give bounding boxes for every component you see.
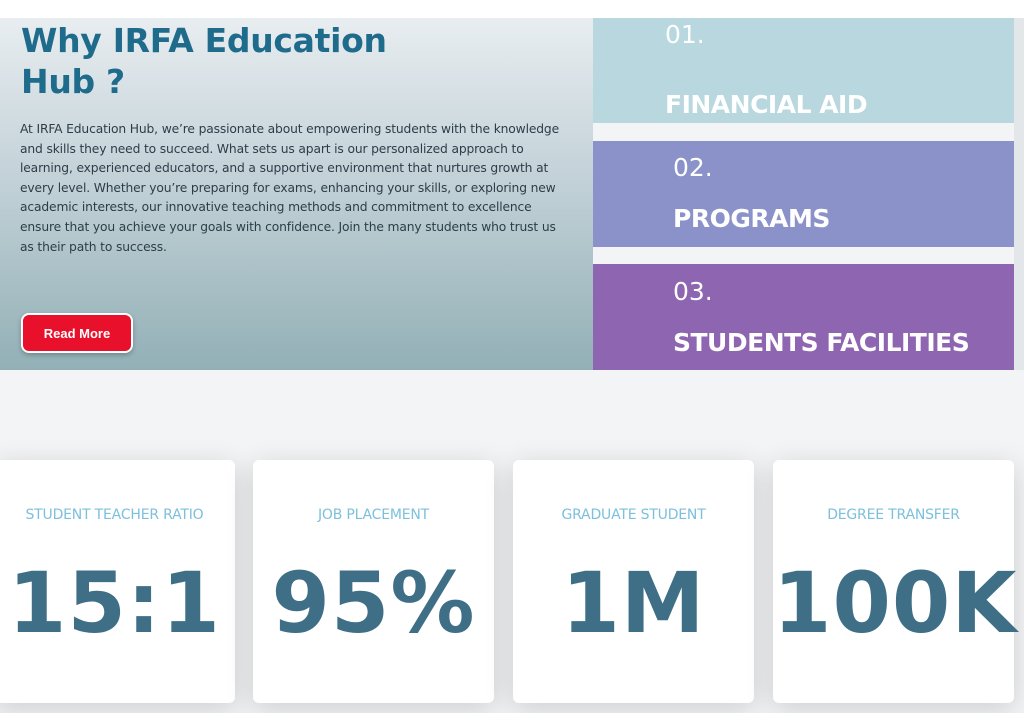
feature-panel-financial-aid[interactable]: 01. FINANCIAL AID [593, 18, 1014, 123]
stat-label: DEGREE TRANSFER [827, 507, 960, 523]
stat-label: STUDENT TEACHER RATIO [25, 507, 204, 523]
stat-card-degree-transfer: DEGREE TRANSFER 100K [773, 460, 1018, 703]
stat-card-graduate-student: GRADUATE STUDENT 1M [513, 460, 754, 703]
edge-strip [1014, 18, 1024, 370]
stat-card-job-placement: JOB PLACEMENT 95% [253, 460, 494, 703]
feature-label: STUDENTS FACILITIES [673, 328, 970, 357]
why-irfa-section: Why IRFA Education Hub ? At IRFA Educati… [0, 18, 593, 370]
stat-label: JOB PLACEMENT [317, 507, 430, 523]
section-description: At IRFA Education Hub, we’re passionate … [20, 122, 559, 254]
stat-card-student-teacher-ratio: STUDENT TEACHER RATIO 15:1 [0, 460, 235, 703]
stat-value: 1M [561, 554, 706, 652]
read-more-button[interactable]: Read More [21, 313, 133, 353]
feature-label: FINANCIAL AID [665, 90, 868, 119]
feature-number: 02. [673, 153, 713, 182]
feature-number: 03. [673, 277, 713, 306]
stat-value: 15:1 [8, 554, 221, 652]
feature-panel-students-facilities[interactable]: 03. STUDENTS FACILITIES [593, 264, 1014, 370]
top-band [0, 0, 1024, 18]
feature-panel-programs[interactable]: 02. PROGRAMS [593, 141, 1014, 247]
stat-value: 100K [773, 554, 1018, 652]
section-title: Why IRFA Education Hub ? [21, 21, 387, 101]
feature-number: 01. [665, 20, 705, 49]
feature-label: PROGRAMS [673, 204, 830, 233]
stat-label: GRADUATE STUDENT [561, 507, 706, 523]
stat-value: 95% [271, 554, 476, 652]
